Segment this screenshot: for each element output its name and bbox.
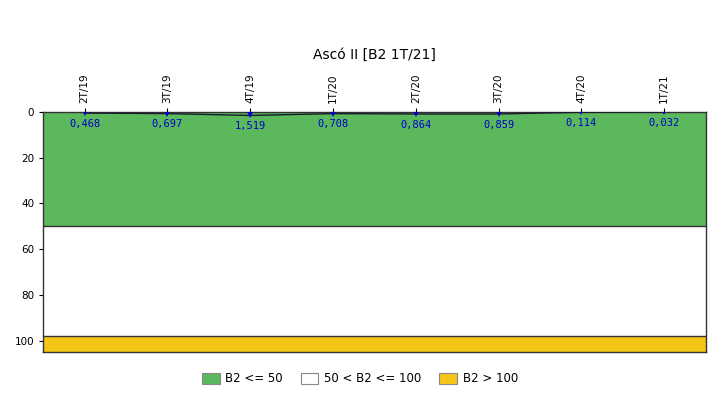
Bar	[43, 336, 706, 352]
Bar	[43, 226, 706, 340]
Text: 0,032: 0,032	[649, 118, 680, 128]
Legend: B2 <= 50, 50 < B2 <= 100, B2 > 100: B2 <= 50, 50 < B2 <= 100, B2 > 100	[197, 368, 523, 390]
Text: 0,708: 0,708	[318, 119, 348, 129]
Text: 0,859: 0,859	[483, 120, 514, 130]
Bar	[43, 112, 706, 226]
Title: Ascó II [B2 1T/21]: Ascó II [B2 1T/21]	[313, 48, 436, 62]
Text: 0,114: 0,114	[566, 118, 597, 128]
Text: 0,468: 0,468	[69, 119, 100, 129]
Text: 1,519: 1,519	[235, 121, 266, 131]
Text: 0,697: 0,697	[152, 119, 183, 129]
Text: 0,864: 0,864	[400, 120, 431, 130]
